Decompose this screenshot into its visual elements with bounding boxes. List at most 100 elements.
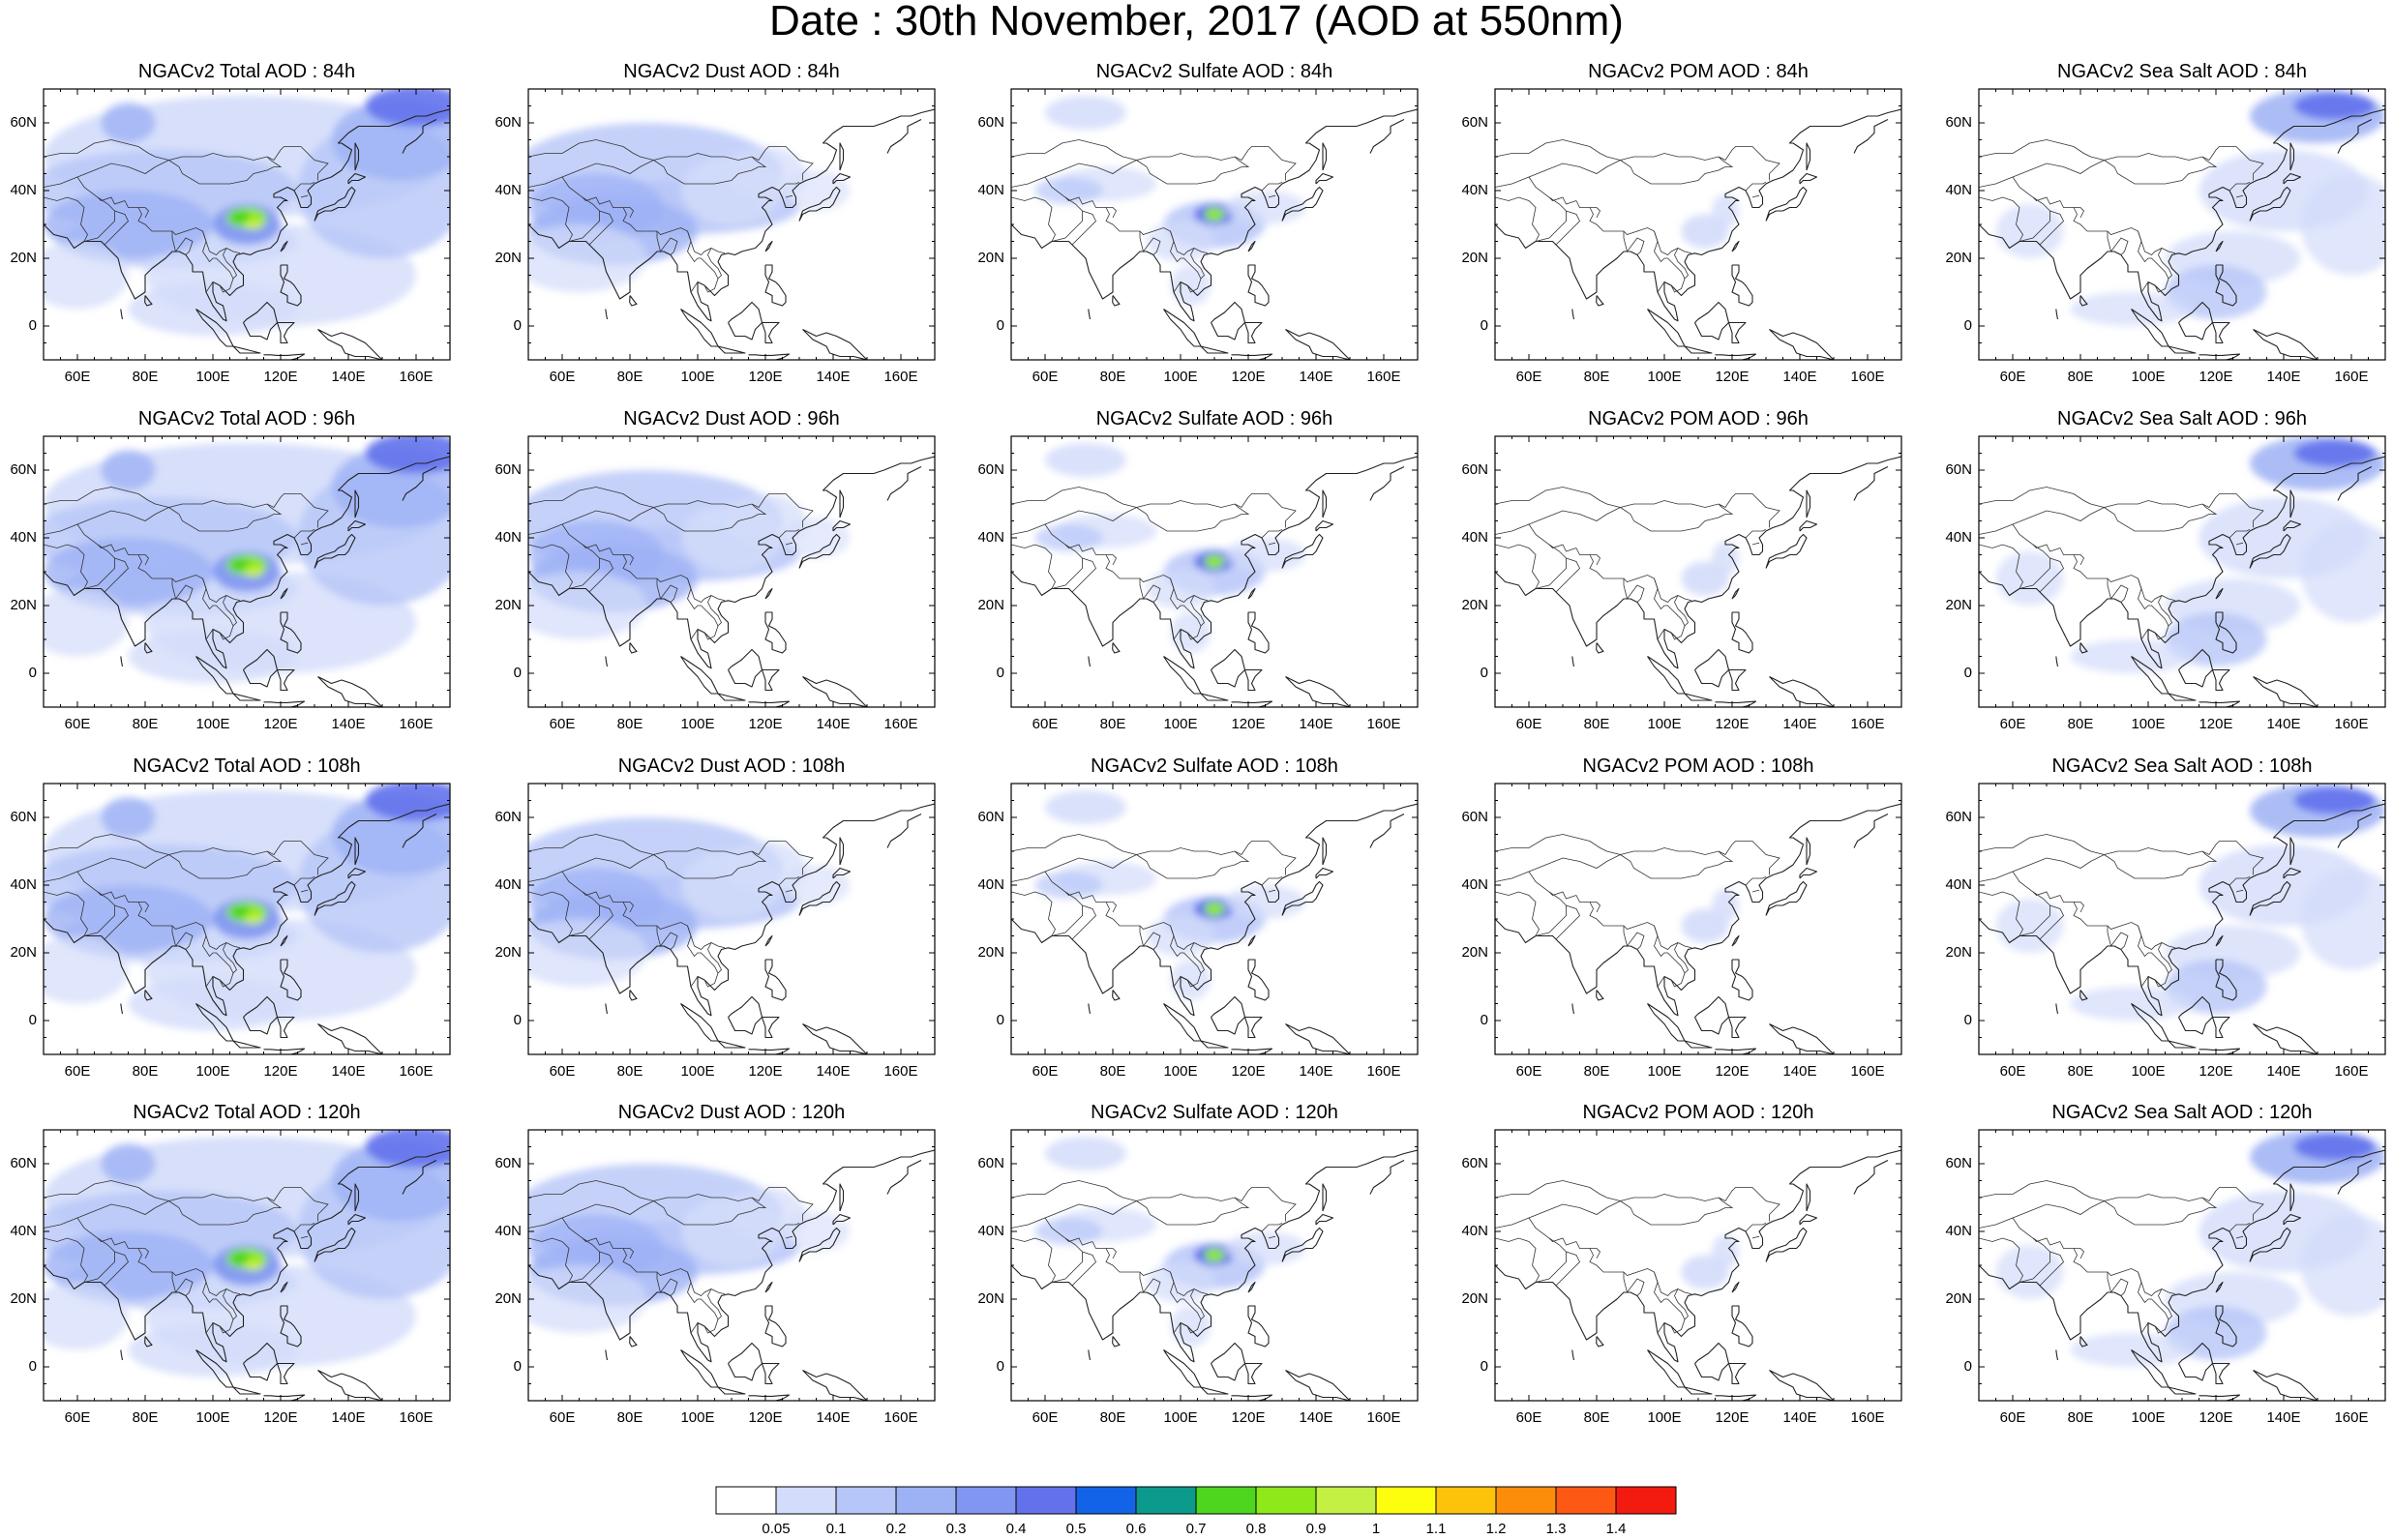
lon-tick-label: 160E bbox=[399, 369, 433, 385]
lon-tick-label: 140E bbox=[1782, 1409, 1816, 1426]
lat-tick-label: 40N bbox=[977, 182, 1004, 199]
lon-tick-label: 60E bbox=[1516, 1409, 1542, 1426]
lon-tick-label: 100E bbox=[195, 1409, 229, 1426]
lon-tick-label: 120E bbox=[263, 369, 297, 385]
colorbar-label: 1.1 bbox=[1426, 1521, 1447, 1537]
lon-tick-label: 60E bbox=[1516, 1063, 1542, 1080]
aod-plume bbox=[27, 242, 129, 310]
lon-tick-label: 160E bbox=[1366, 369, 1400, 385]
lat-tick-label: 20N bbox=[494, 1290, 522, 1308]
lat-tick-label: 40N bbox=[1945, 1223, 1972, 1240]
lon-tick-label: 60E bbox=[550, 1409, 576, 1426]
lat-tick-label: 20N bbox=[977, 597, 1004, 614]
colorbar-label: 0.9 bbox=[1306, 1521, 1327, 1537]
aod-field bbox=[512, 457, 936, 707]
lon-tick-label: 60E bbox=[65, 1409, 91, 1426]
colorbar-box bbox=[1196, 1487, 1256, 1514]
lat-tick-label: 60N bbox=[1945, 1155, 1972, 1172]
lat-tick-label: 0 bbox=[1964, 1012, 1972, 1029]
colorbar-label: 0.3 bbox=[946, 1521, 967, 1537]
lat-tick-label: 0 bbox=[514, 1012, 522, 1029]
lon-tick-label: 60E bbox=[1032, 369, 1059, 385]
aod-field bbox=[1011, 790, 1418, 1054]
lon-tick-label: 80E bbox=[2068, 369, 2094, 385]
lon-tick-label: 140E bbox=[2266, 1063, 2300, 1080]
lat-tick-label: 0 bbox=[997, 1012, 1004, 1029]
lon-tick-label: 100E bbox=[680, 716, 714, 732]
lat-tick-label: 40N bbox=[10, 182, 37, 199]
lon-tick-label: 60E bbox=[1516, 369, 1542, 385]
lon-tick-label: 80E bbox=[1584, 369, 1610, 385]
colorbar-box bbox=[1316, 1487, 1376, 1514]
colorbar-box bbox=[1556, 1487, 1616, 1514]
lon-tick-label: 160E bbox=[1850, 1063, 1884, 1080]
lon-tick-label: 60E bbox=[65, 369, 91, 385]
colorbar-label: 1.2 bbox=[1486, 1521, 1507, 1537]
lon-tick-label: 80E bbox=[2068, 1409, 2094, 1426]
panel-title: NGACv2 Dust AOD : 84h bbox=[523, 60, 940, 83]
colorbar-box bbox=[716, 1487, 776, 1514]
lon-tick-label: 140E bbox=[816, 716, 850, 732]
lat-tick-label: 20N bbox=[977, 944, 1004, 962]
aod-plume bbox=[244, 914, 264, 925]
lat-tick-label: 60N bbox=[977, 809, 1004, 826]
lon-tick-label: 160E bbox=[883, 716, 917, 732]
lon-tick-label: 160E bbox=[2334, 369, 2368, 385]
lat-tick-label: 40N bbox=[10, 529, 37, 547]
colorbar-label: 0.2 bbox=[886, 1521, 907, 1537]
lon-tick-label: 120E bbox=[2199, 1063, 2232, 1080]
lon-tick-label: 80E bbox=[617, 369, 643, 385]
lon-tick-label: 160E bbox=[2334, 1409, 2368, 1426]
lon-tick-label: 100E bbox=[1647, 716, 1681, 732]
colorbar-label: 1 bbox=[1372, 1521, 1380, 1537]
lon-tick-label: 120E bbox=[2199, 1409, 2232, 1426]
aod-plume bbox=[102, 797, 156, 838]
lat-tick-label: 60N bbox=[10, 1155, 37, 1172]
aod-field bbox=[1979, 436, 2393, 707]
lon-tick-label: 140E bbox=[1299, 369, 1332, 385]
lon-tick-label: 100E bbox=[680, 1063, 714, 1080]
aod-field bbox=[1979, 1130, 2393, 1401]
colorbar-box bbox=[1496, 1487, 1556, 1514]
lat-tick-label: 20N bbox=[1945, 944, 1972, 962]
lat-tick-label: 40N bbox=[494, 1223, 522, 1240]
lat-tick-label: 40N bbox=[1945, 529, 1972, 547]
lat-tick-label: 40N bbox=[494, 529, 522, 547]
aod-field bbox=[1011, 443, 1418, 707]
lat-tick-label: 20N bbox=[1461, 1290, 1488, 1308]
lon-tick-label: 120E bbox=[263, 1063, 297, 1080]
lon-tick-label: 100E bbox=[1163, 716, 1197, 732]
lon-tick-label: 60E bbox=[65, 716, 91, 732]
aod-plume bbox=[27, 1283, 129, 1350]
aod-plume bbox=[1045, 1137, 1126, 1170]
lon-tick-label: 100E bbox=[1647, 1063, 1681, 1080]
colorbar-box bbox=[1136, 1487, 1196, 1514]
aod-field bbox=[1495, 109, 1901, 360]
lon-tick-label: 160E bbox=[1366, 1409, 1400, 1426]
panel-title: NGACv2 Dust AOD : 108h bbox=[523, 755, 940, 778]
lon-tick-label: 160E bbox=[399, 1409, 433, 1426]
lon-tick-label: 160E bbox=[883, 1063, 917, 1080]
panel-title: NGACv2 POM AOD : 108h bbox=[1490, 755, 1906, 778]
lon-tick-label: 120E bbox=[1231, 369, 1265, 385]
lon-tick-label: 120E bbox=[748, 716, 782, 732]
lat-tick-label: 60N bbox=[494, 1155, 522, 1172]
lon-tick-label: 80E bbox=[1100, 1063, 1126, 1080]
colorbar-label: 0.7 bbox=[1186, 1521, 1207, 1537]
lon-tick-label: 120E bbox=[263, 716, 297, 732]
lat-tick-label: 60N bbox=[10, 461, 37, 479]
lat-tick-label: 60N bbox=[977, 114, 1004, 132]
